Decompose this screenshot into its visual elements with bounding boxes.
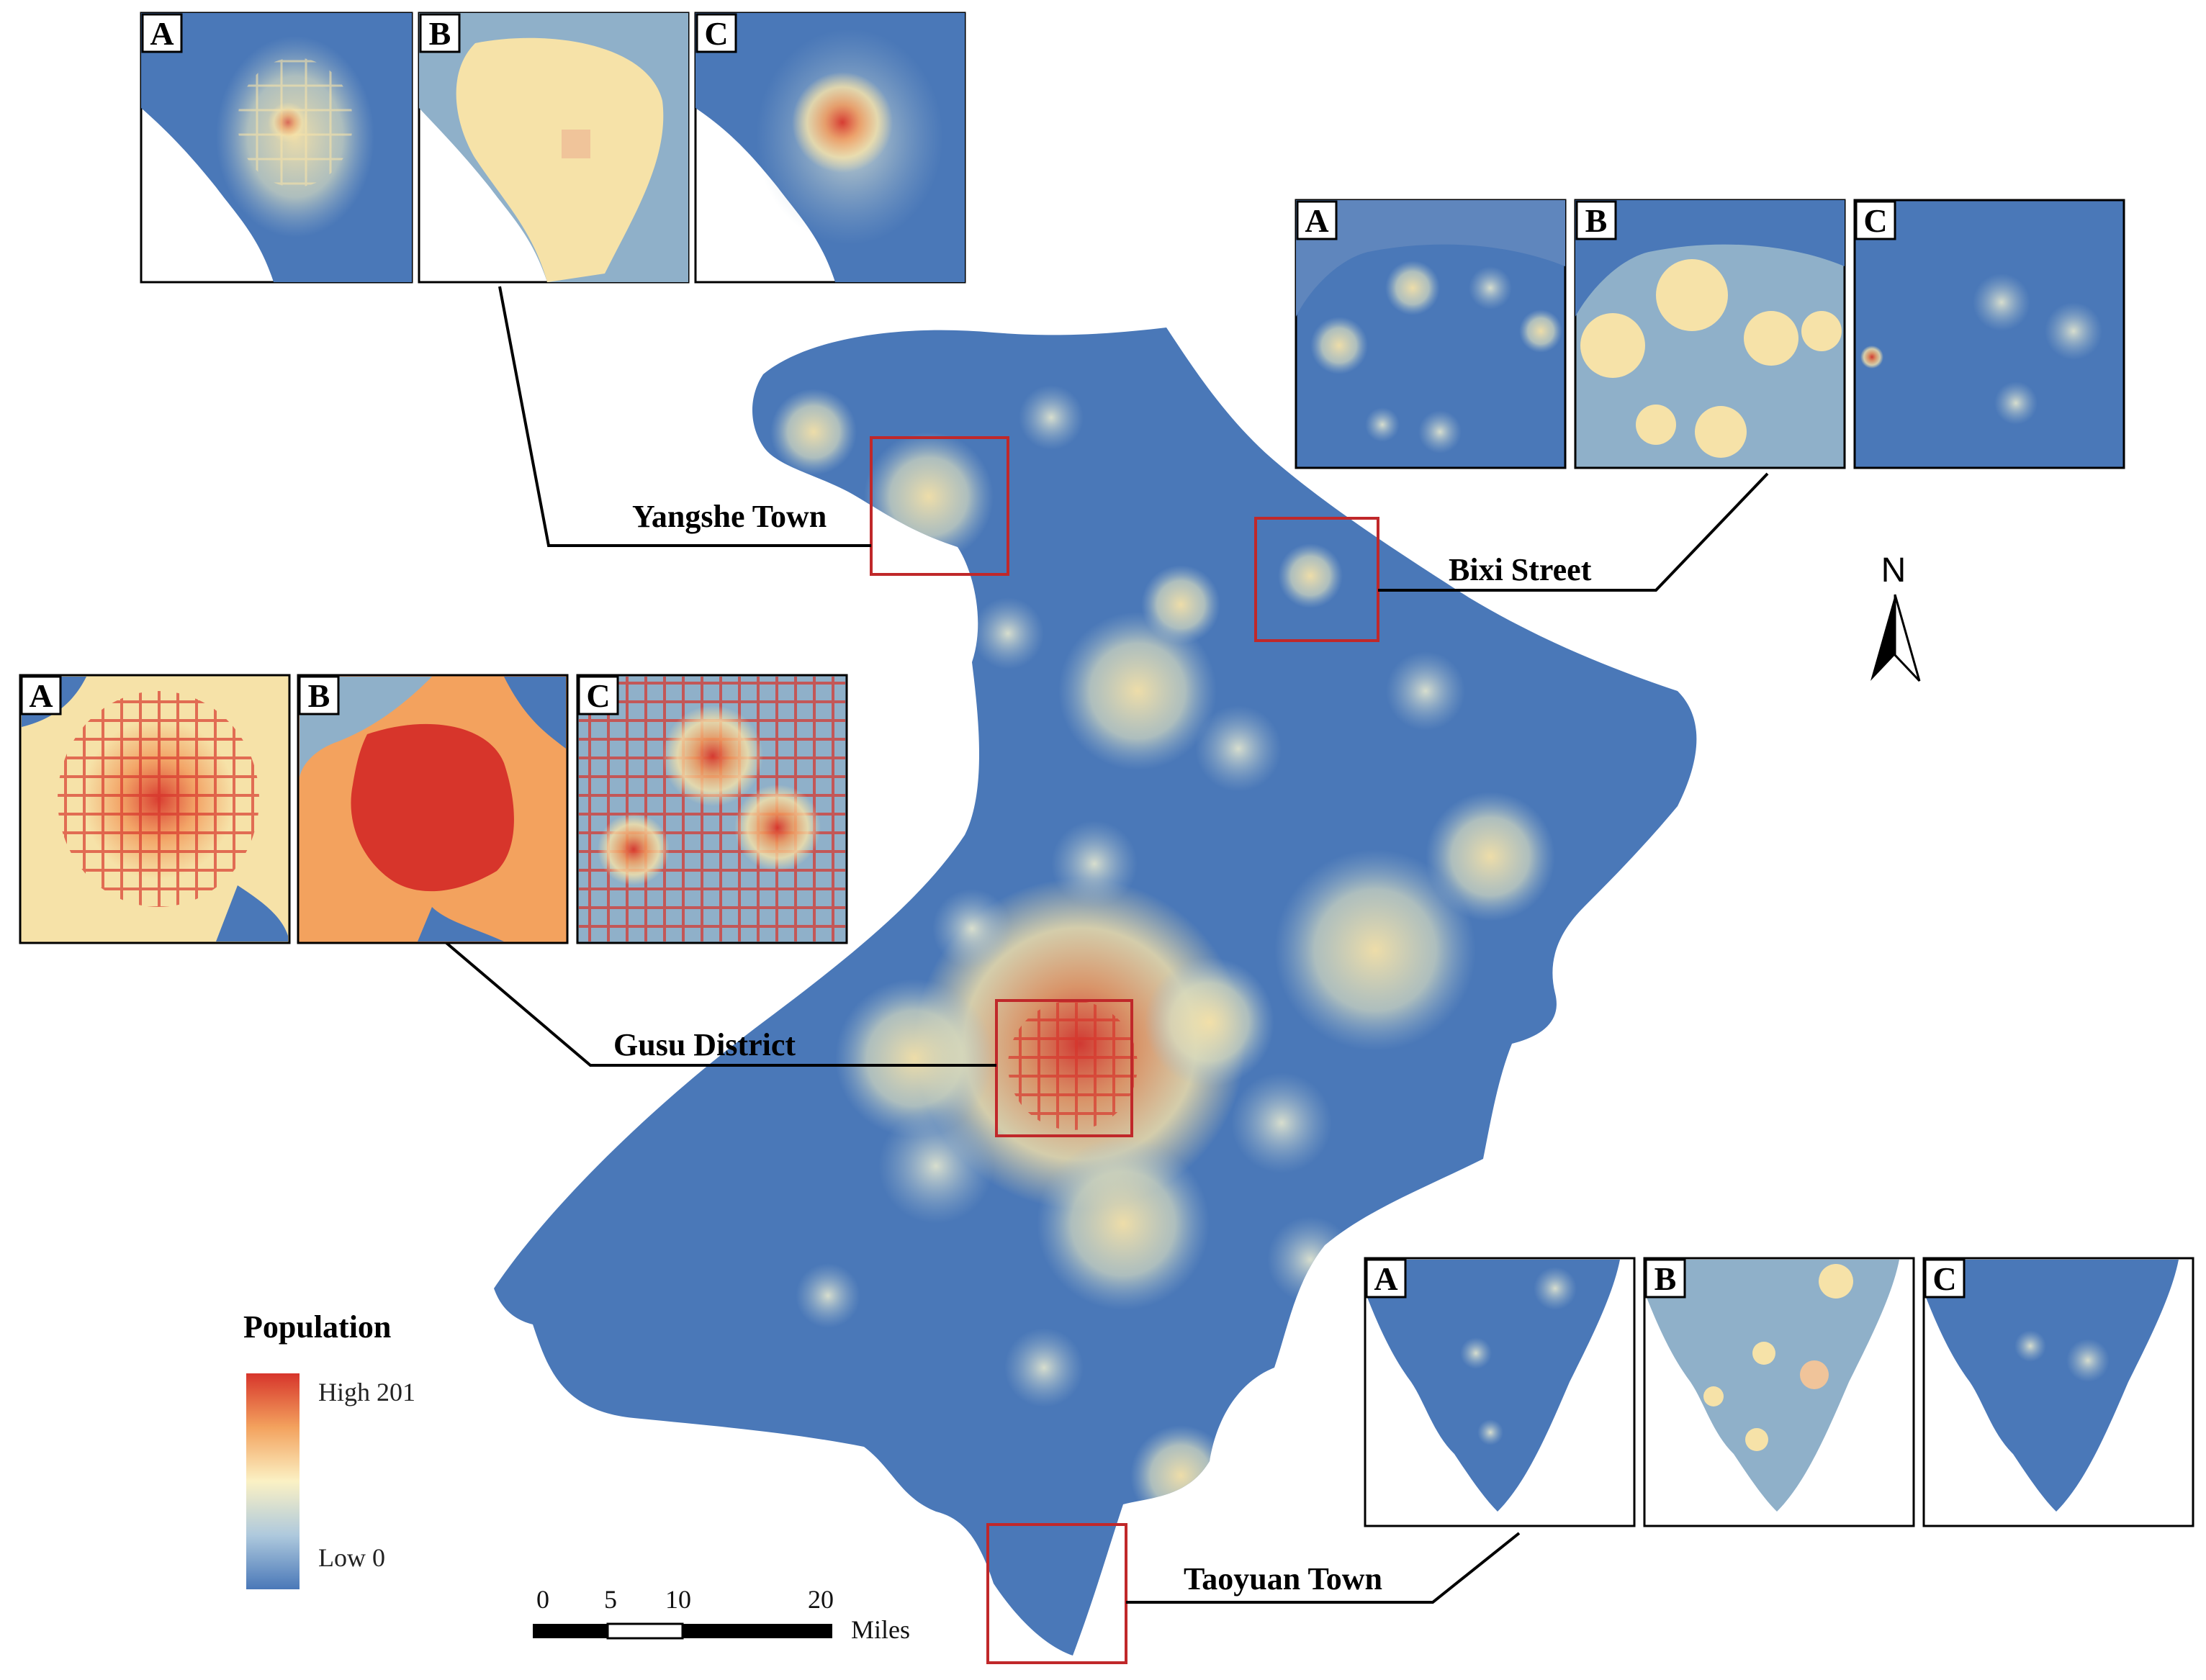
inset-taoyuan-c: [1922, 1257, 2194, 1527]
city-population-raster: [494, 328, 1697, 1656]
panel-letter-text: B: [1654, 1260, 1677, 1297]
panel-letter-yangshe-c: C: [695, 13, 737, 53]
north-arrow: N: [1870, 551, 1921, 682]
inset-group-taoyuan: [1364, 1257, 2194, 1527]
scale-tick-0: 0: [536, 1585, 549, 1614]
north-arrow-left-half: [1870, 595, 1895, 681]
leader-taoyuan: [1126, 1532, 1521, 1604]
scale-tick-20: 20: [808, 1585, 834, 1614]
north-label: N: [1881, 551, 1906, 590]
inset-group-bixi: [1295, 199, 2125, 469]
panel-letter-text: C: [1863, 202, 1887, 239]
panel-letter-text: C: [704, 15, 728, 52]
frame-gusu: [995, 999, 1133, 1137]
study-area-frames: [870, 436, 1379, 1664]
inset-gusu-c: [576, 674, 848, 944]
panel-letter-text: C: [586, 677, 610, 714]
legend-high-label: High 201: [318, 1378, 415, 1406]
panel-letter-text: B: [1585, 202, 1608, 239]
inset-group-gusu: [19, 674, 848, 944]
panel-letter-text: B: [429, 15, 451, 52]
inset-taoyuan-a: [1364, 1257, 1636, 1527]
leader-bixi: [1378, 472, 1769, 592]
label-gusu-district: Gusu District: [613, 1027, 796, 1062]
inset-bixi-a: [1295, 199, 1567, 469]
scale-bar-segment-1: [533, 1624, 608, 1638]
panel-letter-text: B: [308, 677, 330, 714]
legend: Population High 201 Low 0: [243, 1309, 415, 1589]
label-yangshe-town: Yangshe Town: [632, 499, 827, 534]
legend-low-label: Low 0: [318, 1543, 385, 1572]
inset-taoyuan-b: [1643, 1257, 1915, 1527]
panel-letter-gusu-b: B: [298, 675, 340, 715]
panel-letter-text: A: [1374, 1260, 1397, 1297]
inset-yangshe-c: [694, 12, 966, 284]
scale-tick-10: 10: [665, 1585, 691, 1614]
north-arrow-right-half: [1894, 594, 1921, 682]
panel-letter-gusu-c: C: [577, 675, 619, 715]
scale-tick-5: 5: [604, 1585, 617, 1614]
panel-letter-text: A: [29, 677, 53, 714]
scale-bar-segment-2: [606, 1622, 684, 1640]
scale-bar-segment-3: [683, 1624, 832, 1638]
inset-yangshe-a: [140, 12, 413, 284]
leader-yangshe: [498, 286, 871, 547]
inset-gusu-b: [297, 674, 569, 944]
leader-lines: [445, 286, 1769, 1604]
label-taoyuan-town: Taoyuan Town: [1184, 1561, 1382, 1597]
inset-bixi-c: [1853, 199, 2125, 469]
inset-bixi-b: [1574, 199, 1846, 469]
inset-gusu-a: [19, 674, 291, 944]
leader-gusu: [445, 941, 996, 1067]
inset-yangshe-b: [418, 12, 690, 284]
scale-bar: 0 5 10 20 Miles: [533, 1585, 910, 1644]
panel-letter-yangshe-a: A: [141, 13, 183, 53]
legend-color-ramp: [246, 1373, 300, 1589]
panel-letter-text: A: [150, 15, 174, 52]
label-bixi-street: Bixi Street: [1449, 552, 1592, 587]
panel-letter-text: A: [1305, 202, 1328, 239]
panel-letter-text: C: [1932, 1260, 1956, 1297]
frame-taoyuan: [986, 1523, 1127, 1664]
panel-letter-gusu-a: A: [20, 675, 62, 715]
panel-letter-yangshe-b: B: [419, 13, 461, 53]
panel-letter-badges: A B C A B C A B C A B C: [20, 13, 1966, 1299]
frame-bixi: [1254, 517, 1379, 642]
scale-unit: Miles: [851, 1615, 910, 1644]
inset-group-yangshe: [140, 12, 966, 284]
panel-letter-taoyuan-b: B: [1644, 1258, 1686, 1299]
panel-letter-bixi-b: B: [1575, 200, 1617, 240]
panel-letter-taoyuan-a: A: [1365, 1258, 1407, 1299]
panel-letter-bixi-c: C: [1855, 200, 1896, 240]
frame-yangshe: [870, 436, 1009, 576]
panel-letter-taoyuan-c: C: [1924, 1258, 1966, 1299]
legend-title: Population: [243, 1309, 391, 1345]
panel-letter-bixi-a: A: [1296, 200, 1338, 240]
